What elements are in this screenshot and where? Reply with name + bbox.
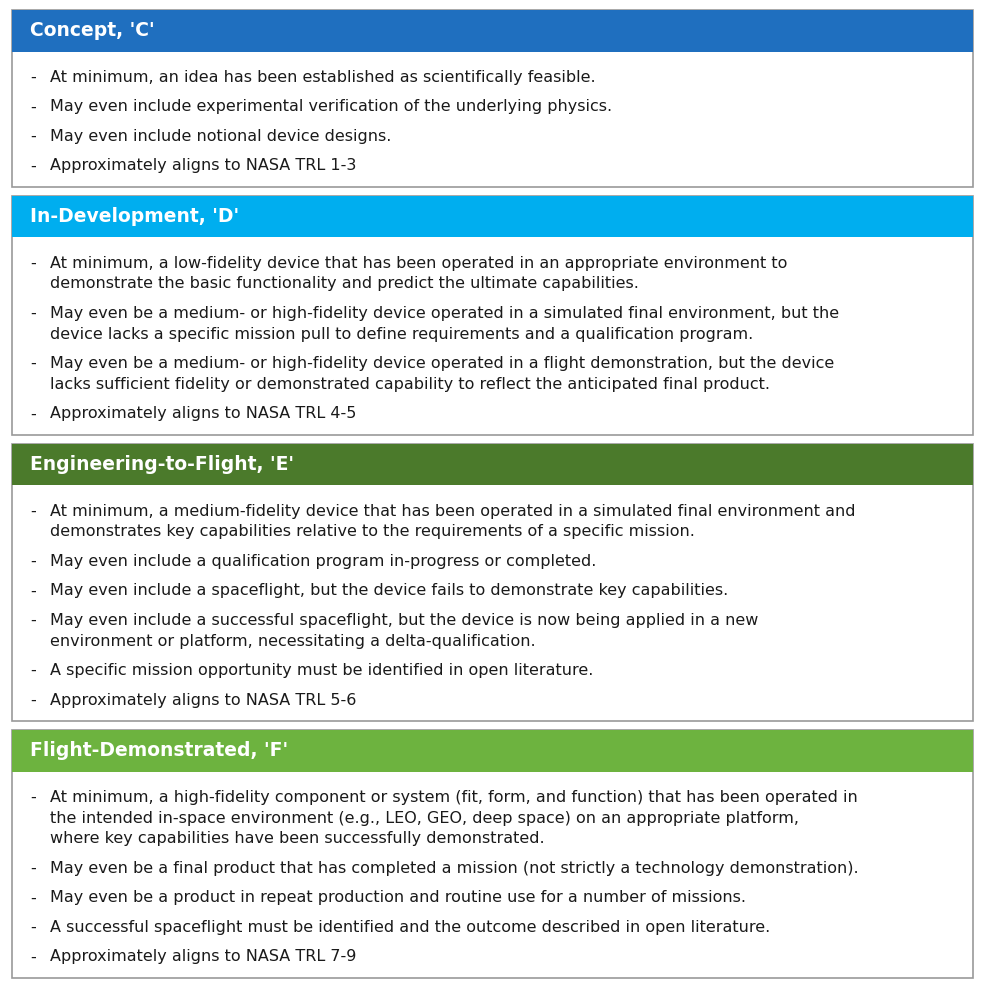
Bar xyxy=(12,10,973,187)
Text: -: - xyxy=(30,663,35,678)
Text: May even be a product in repeat production and routine use for a number of missi: May even be a product in repeat producti… xyxy=(50,890,746,905)
Text: May even include a qualification program in-progress or completed.: May even include a qualification program… xyxy=(50,554,596,569)
Text: -: - xyxy=(30,357,35,371)
Text: where key capabilities have been successfully demonstrated.: where key capabilities have been success… xyxy=(50,832,545,847)
Text: At minimum, a medium-fidelity device that has been operated in a simulated final: At minimum, a medium-fidelity device tha… xyxy=(50,504,856,519)
Text: Approximately aligns to NASA TRL 4-5: Approximately aligns to NASA TRL 4-5 xyxy=(50,406,357,422)
Text: A specific mission opportunity must be identified in open literature.: A specific mission opportunity must be i… xyxy=(50,663,593,678)
Text: lacks sufficient fidelity or demonstrated capability to reflect the anticipated : lacks sufficient fidelity or demonstrate… xyxy=(50,377,770,392)
Text: -: - xyxy=(30,504,35,519)
Text: -: - xyxy=(30,920,35,935)
Text: May even include a spaceflight, but the device fails to demonstrate key capabili: May even include a spaceflight, but the … xyxy=(50,584,728,599)
Text: Approximately aligns to NASA TRL 1-3: Approximately aligns to NASA TRL 1-3 xyxy=(50,158,357,174)
Text: At minimum, an idea has been established as scientifically feasible.: At minimum, an idea has been established… xyxy=(50,70,596,85)
Text: Concept, 'C': Concept, 'C' xyxy=(30,22,155,41)
Text: environment or platform, necessitating a delta-qualification.: environment or platform, necessitating a… xyxy=(50,633,536,649)
Text: Approximately aligns to NASA TRL 7-9: Approximately aligns to NASA TRL 7-9 xyxy=(50,949,357,964)
Text: -: - xyxy=(30,613,35,628)
Bar xyxy=(12,444,973,721)
Text: In-Development, 'D': In-Development, 'D' xyxy=(30,207,239,226)
Text: May even include notional device designs.: May even include notional device designs… xyxy=(50,128,391,144)
Text: -: - xyxy=(30,70,35,85)
Text: -: - xyxy=(30,790,35,805)
Text: Flight-Demonstrated, 'F': Flight-Demonstrated, 'F' xyxy=(30,741,289,760)
Text: demonstrates key capabilities relative to the requirements of a specific mission: demonstrates key capabilities relative t… xyxy=(50,525,694,539)
Text: device lacks a specific mission pull to define requirements and a qualification : device lacks a specific mission pull to … xyxy=(50,327,754,342)
Text: -: - xyxy=(30,158,35,174)
Text: Engineering-to-Flight, 'E': Engineering-to-Flight, 'E' xyxy=(30,455,294,474)
Text: May even be a medium- or high-fidelity device operated in a flight demonstration: May even be a medium- or high-fidelity d… xyxy=(50,357,834,371)
Text: demonstrate the basic functionality and predict the ultimate capabilities.: demonstrate the basic functionality and … xyxy=(50,277,639,291)
Text: May even be a medium- or high-fidelity device operated in a simulated final envi: May even be a medium- or high-fidelity d… xyxy=(50,306,839,321)
Text: Approximately aligns to NASA TRL 5-6: Approximately aligns to NASA TRL 5-6 xyxy=(50,693,357,707)
Bar xyxy=(12,730,973,978)
Text: At minimum, a low-fidelity device that has been operated in an appropriate envir: At minimum, a low-fidelity device that h… xyxy=(50,256,787,271)
Bar xyxy=(12,730,973,772)
Text: May even include a successful spaceflight, but the device is now being applied i: May even include a successful spacefligh… xyxy=(50,613,758,628)
Text: May even be a final product that has completed a mission (not strictly a technol: May even be a final product that has com… xyxy=(50,861,859,876)
Text: -: - xyxy=(30,949,35,964)
Text: May even include experimental verification of the underlying physics.: May even include experimental verificati… xyxy=(50,100,612,115)
Text: -: - xyxy=(30,406,35,422)
Text: -: - xyxy=(30,306,35,321)
Text: At minimum, a high-fidelity component or system (fit, form, and function) that h: At minimum, a high-fidelity component or… xyxy=(50,790,858,805)
Text: A successful spaceflight must be identified and the outcome described in open li: A successful spaceflight must be identif… xyxy=(50,920,770,935)
Text: -: - xyxy=(30,100,35,115)
Bar xyxy=(12,196,973,435)
Text: the intended in-space environment (e.g., LEO, GEO, deep space) on an appropriate: the intended in-space environment (e.g.,… xyxy=(50,811,799,826)
Text: -: - xyxy=(30,554,35,569)
Text: -: - xyxy=(30,890,35,905)
Bar xyxy=(12,444,973,485)
Text: -: - xyxy=(30,693,35,707)
Text: -: - xyxy=(30,256,35,271)
Text: -: - xyxy=(30,128,35,144)
Bar xyxy=(12,196,973,237)
Bar xyxy=(12,10,973,51)
Text: -: - xyxy=(30,584,35,599)
Text: -: - xyxy=(30,861,35,876)
